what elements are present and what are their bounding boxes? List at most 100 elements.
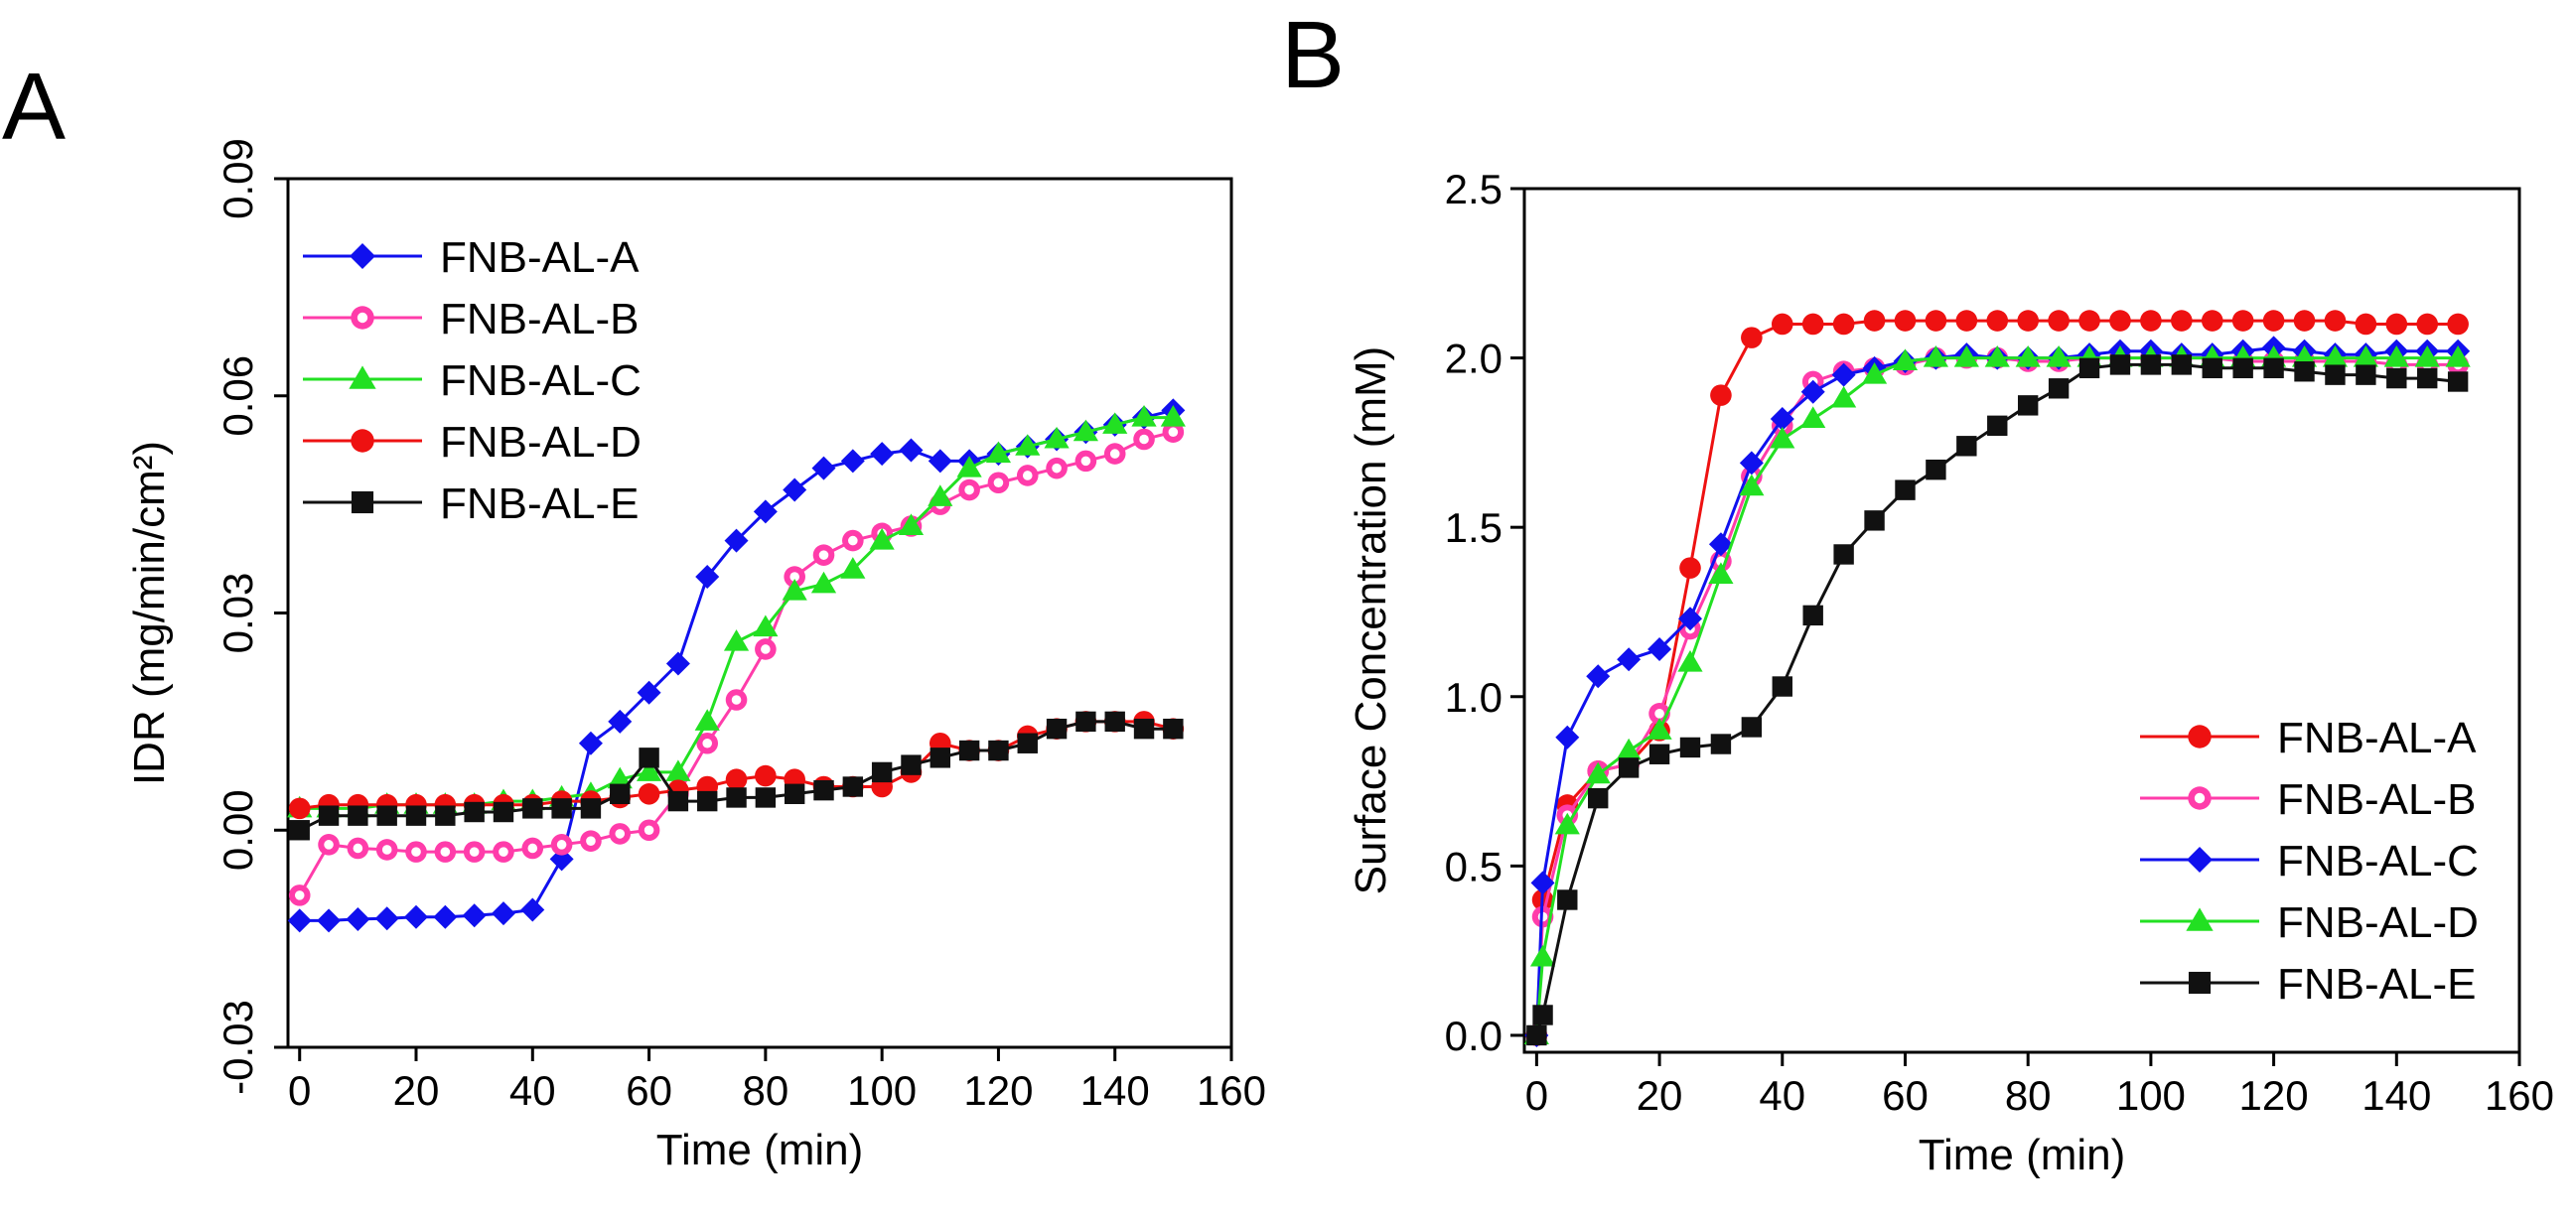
data-point-diamond: [1831, 362, 1856, 387]
y-tick-label: -0.03: [215, 1000, 261, 1095]
data-point-circle-hole: [324, 840, 334, 850]
legend-item: FNB-AL-A: [303, 233, 640, 282]
data-point-square: [2017, 395, 2039, 416]
legend-item: FNB-AL-D: [2140, 898, 2479, 947]
legend-item: FNB-AL-A: [2140, 714, 2477, 762]
legend-label: FNB-AL-B: [440, 295, 639, 343]
data-point-triangle: [1800, 406, 1826, 428]
data-point-triangle: [1131, 405, 1157, 427]
data-point-square: [1163, 718, 1184, 740]
data-point-triangle: [636, 759, 662, 781]
data-point-circle: [2201, 310, 2223, 332]
data-point-circle: [1955, 310, 1978, 332]
y-tick-label: 0.09: [215, 138, 261, 219]
data-point-circle-hole: [411, 847, 421, 857]
data-point-circle-hole: [357, 312, 368, 324]
x-tick-label: 120: [2239, 1072, 2309, 1119]
legend-label: FNB-AL-C: [440, 356, 642, 405]
data-point-circle: [2293, 310, 2316, 332]
plot-frame: [1522, 187, 2521, 1054]
data-point-square: [755, 787, 777, 808]
data-point-circle: [2017, 310, 2039, 332]
data-point-circle: [1832, 313, 1855, 336]
data-point-diamond: [1800, 379, 1825, 404]
legend-item: FNB-AL-E: [303, 479, 639, 528]
data-point-triangle: [2414, 344, 2440, 367]
data-point-circle-hole: [761, 644, 771, 654]
data-point-circle-hole: [527, 843, 538, 854]
data-point-square: [2325, 364, 2346, 385]
data-point-circle-hole: [469, 847, 480, 857]
data-point-circle: [1925, 310, 1947, 332]
legend-label: FNB-AL-A: [2277, 714, 2477, 762]
data-point-circle-hole: [789, 572, 799, 582]
x-tick-label: 40: [1759, 1072, 1805, 1119]
series-fnb-al-b: [288, 421, 1185, 906]
data-point-square: [2386, 367, 2407, 389]
data-point-square: [2140, 354, 2162, 375]
data-point-circle-hole: [556, 840, 567, 850]
data-point-diamond: [1678, 607, 1702, 631]
data-point-square: [610, 783, 631, 804]
data-point-diamond: [928, 449, 952, 474]
data-point-square: [2232, 357, 2253, 379]
legend-label: FNB-AL-C: [2277, 837, 2479, 885]
data-point-circle-hole: [1080, 456, 1091, 467]
data-point-circle: [2078, 310, 2100, 332]
data-point-diamond: [2187, 847, 2213, 873]
x-tick-label: 140: [2361, 1072, 2431, 1119]
data-point-square: [1046, 718, 1068, 740]
data-point-square: [289, 820, 310, 841]
data-point-triangle: [1984, 344, 2010, 367]
chart-panel-b: B 0 20 40 60 80 100 120 140 160 0.0 0.5 1.0 1.5 2.0 2.5…: [1281, 2, 2554, 1179]
data-point-circle: [638, 782, 660, 805]
data-point-triangle: [1616, 738, 1642, 760]
data-point-square: [2048, 378, 2070, 399]
x-tick-label: 40: [509, 1067, 556, 1114]
data-point-circle-hole: [964, 484, 974, 495]
x-tick-label: 20: [1637, 1072, 1683, 1119]
data-point-circle-hole: [1022, 471, 1033, 480]
legend-item: FNB-AL-B: [303, 295, 639, 343]
data-point-square: [2263, 357, 2284, 379]
data-point-square: [1075, 711, 1096, 733]
data-point-circle: [1771, 313, 1793, 336]
data-point-square: [1833, 544, 1854, 565]
data-point-square: [813, 779, 834, 801]
data-point-diamond: [462, 903, 487, 928]
data-point-circle: [2140, 310, 2162, 332]
data-point-square: [464, 801, 485, 823]
data-point-diamond: [404, 904, 429, 929]
data-point-square: [1526, 1024, 1547, 1046]
panel-label: A: [2, 54, 66, 160]
legend-label: FNB-AL-D: [2277, 898, 2479, 947]
data-point-square: [318, 805, 340, 826]
data-point-diamond: [578, 731, 603, 755]
data-point-diamond: [1739, 451, 1764, 476]
data-point-square: [2188, 971, 2212, 995]
data-point-triangle: [1739, 474, 1765, 496]
data-point-circle-hole: [848, 535, 858, 546]
data-point-triangle: [694, 709, 720, 731]
data-point-diamond: [346, 906, 370, 931]
data-point-circle: [2416, 313, 2439, 336]
x-tick-label: 20: [393, 1067, 440, 1114]
data-point-circle-hole: [499, 847, 508, 857]
data-point-circle-hole: [615, 829, 626, 839]
data-point-diamond: [899, 438, 924, 463]
data-point-square: [1802, 605, 1823, 626]
series-fnb-al-a: [287, 398, 1186, 933]
data-point-diamond: [374, 906, 399, 931]
data-point-circle: [2385, 313, 2408, 336]
legend: FNB-AL-A FNB-AL-B FNB-AL-C FNB-AL-D FNB-AL-E: [2140, 714, 2479, 1009]
data-point-diamond: [287, 908, 312, 933]
data-point-circle-hole: [381, 845, 392, 855]
y-tick-label: 0.06: [215, 355, 261, 437]
data-point-triangle: [810, 571, 837, 594]
data-point-triangle: [723, 629, 750, 651]
data-point-triangle: [1770, 426, 1795, 449]
data-point-square: [1648, 744, 1670, 764]
data-point-diamond: [724, 528, 749, 553]
data-point-triangle: [1585, 761, 1611, 784]
data-point-diamond: [665, 651, 690, 676]
